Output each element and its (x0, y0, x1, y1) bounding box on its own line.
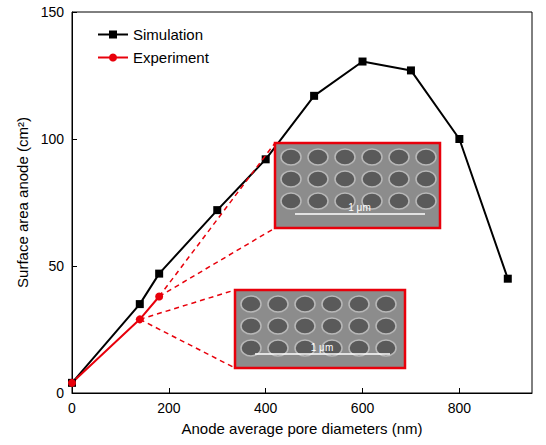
svg-text:1 μm: 1 μm (348, 202, 370, 213)
svg-text:150: 150 (41, 4, 65, 20)
svg-text:Experiment: Experiment (133, 49, 210, 66)
svg-text:200: 200 (157, 400, 181, 416)
svg-text:Surface area anode (cm²): Surface area anode (cm²) (14, 117, 31, 288)
svg-text:0: 0 (56, 385, 64, 401)
svg-text:50: 50 (48, 258, 64, 274)
svg-text:1 μm: 1 μm (311, 342, 333, 353)
svg-text:800: 800 (448, 400, 472, 416)
svg-text:600: 600 (351, 400, 375, 416)
svg-text:400: 400 (254, 400, 278, 416)
svg-text:0: 0 (68, 400, 76, 416)
svg-text:Anode average pore diameters (: Anode average pore diameters (nm) (182, 420, 423, 437)
svg-text:Simulation: Simulation (133, 26, 203, 43)
svg-text:100: 100 (41, 131, 65, 147)
